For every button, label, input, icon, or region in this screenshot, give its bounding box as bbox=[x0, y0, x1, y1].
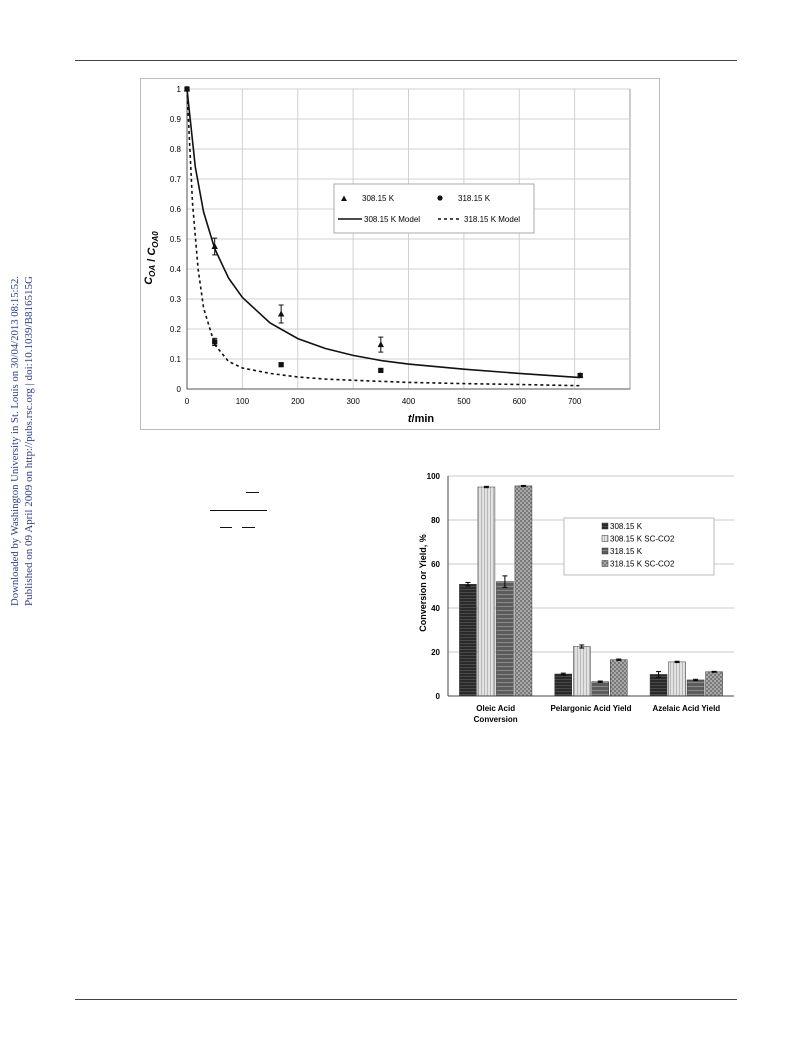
label-part: /min bbox=[412, 413, 435, 425]
legend-box bbox=[333, 183, 535, 234]
x-category-label: Pelargonic Acid Yield bbox=[550, 704, 631, 713]
y-tick-label: 80 bbox=[431, 516, 440, 525]
legend-swatch bbox=[601, 535, 609, 542]
bar bbox=[668, 661, 686, 697]
chart-legend: 308.15 K 308.15 K SC-CO2 318.15 K 318.15 K … bbox=[563, 517, 715, 576]
label-part: t bbox=[408, 413, 413, 425]
legend-label: 308.15 K bbox=[362, 194, 395, 203]
y-tick-label: 0.1 bbox=[170, 355, 182, 364]
y-tick-label: 60 bbox=[431, 560, 440, 569]
bottom-rule bbox=[75, 999, 737, 1000]
label-subscript: OA0 bbox=[151, 231, 160, 248]
model-curve bbox=[186, 88, 581, 379]
chart-legend: 308.15 K 318.15 K 308.15 K Model 318.15 K M… bbox=[333, 183, 535, 234]
x-tick-label: 200 bbox=[291, 397, 305, 406]
x-tick-label: 100 bbox=[236, 397, 250, 406]
data-point-triangle bbox=[377, 341, 385, 348]
y-tick-label: 100 bbox=[427, 472, 441, 481]
label-slash: / bbox=[146, 256, 158, 265]
model-curve bbox=[186, 88, 581, 387]
legend-swatch bbox=[601, 522, 609, 530]
chart-axes: 0 20 40 60 80 100 Oleic Acid Conversion Pelargon… bbox=[427, 472, 734, 724]
figure-1-kinetics-chart: 0 0.1 0.2 0.3 0.4 0.5 0.6 0.7 0.8 0.9 1 0 100 200 300 4… bbox=[140, 78, 660, 430]
y-tick-label: 40 bbox=[431, 604, 440, 613]
x-tick-label: 400 bbox=[402, 397, 416, 406]
bar bbox=[459, 583, 477, 697]
label-part: C bbox=[146, 247, 158, 256]
chart-grid bbox=[186, 88, 631, 390]
legend-box bbox=[563, 517, 715, 576]
legend-label: 318.15 K bbox=[458, 194, 491, 203]
data-point-square bbox=[212, 339, 218, 345]
x-category-label: Azelaic Acid Yield bbox=[652, 704, 720, 713]
watermark-line-1: Downloaded by Washington University in S… bbox=[10, 276, 21, 606]
data-point-square bbox=[378, 367, 384, 373]
x-tick-label: 600 bbox=[513, 397, 527, 406]
top-rule bbox=[75, 60, 737, 61]
bar bbox=[610, 659, 628, 697]
y-tick-label: 0.3 bbox=[170, 295, 182, 304]
bar bbox=[573, 646, 591, 697]
x-category-label: Oleic Acid bbox=[476, 704, 515, 713]
bar bbox=[686, 679, 705, 697]
y-tick-label: 0.7 bbox=[170, 175, 182, 184]
data-point-square bbox=[278, 362, 284, 368]
label-subscript: OA bbox=[148, 265, 157, 277]
x-category-label: Conversion bbox=[474, 715, 518, 724]
y-axis-label: Conversion or Yield, % bbox=[418, 534, 428, 632]
y-tick-label: 0.4 bbox=[170, 265, 182, 274]
legend-label: 318.15 K bbox=[610, 547, 643, 556]
data-point-square bbox=[577, 372, 583, 379]
data-point-square bbox=[184, 86, 190, 92]
x-tick-label: 500 bbox=[457, 397, 471, 406]
data-point-triangle bbox=[211, 243, 218, 249]
x-axis-label: t/min bbox=[408, 413, 435, 425]
chart-axes: 0 0.1 0.2 0.3 0.4 0.5 0.6 0.7 0.8 0.9 1 0 100 200 300 4… bbox=[170, 85, 630, 406]
y-tick-label: 0.6 bbox=[170, 205, 182, 214]
y-tick-label: 0.8 bbox=[170, 145, 182, 154]
y-tick-label: 0.5 bbox=[170, 235, 182, 244]
bar bbox=[591, 681, 609, 697]
y-tick-label: 0 bbox=[436, 692, 441, 701]
y-tick-label: 0.9 bbox=[170, 115, 182, 124]
legend-label: 308.15 K SC-CO2 bbox=[610, 535, 675, 544]
bar bbox=[705, 671, 723, 697]
equation-overbar bbox=[242, 527, 255, 528]
y-tick-label: 1 bbox=[177, 85, 182, 94]
legend-label: 308.15 K Model bbox=[364, 215, 420, 224]
legend-swatch bbox=[601, 560, 609, 567]
data-point-triangle bbox=[277, 310, 285, 317]
legend-marker-triangle bbox=[341, 195, 347, 201]
y-tick-label: 0.2 bbox=[170, 325, 182, 334]
equation-fraction-bar bbox=[210, 510, 267, 511]
legend-label: 308.15 K bbox=[610, 522, 643, 531]
label-part: C bbox=[143, 276, 155, 285]
watermark-line-2: Published on 09 April 2009 on http://pub… bbox=[24, 276, 35, 606]
side-watermark: Downloaded by Washington University in S… bbox=[10, 276, 35, 606]
chart-series bbox=[183, 85, 584, 387]
bar bbox=[514, 485, 533, 697]
x-tick-label: 0 bbox=[185, 397, 190, 406]
legend-label: 318.15 K Model bbox=[464, 215, 520, 224]
chart-bars bbox=[459, 484, 723, 697]
y-tick-label: 20 bbox=[431, 648, 440, 657]
bar bbox=[554, 673, 572, 697]
equation-overbar bbox=[220, 527, 232, 528]
legend-swatch bbox=[601, 547, 609, 555]
bar bbox=[496, 581, 514, 697]
y-axis-label: COA / COA0 bbox=[143, 231, 160, 285]
legend-marker-point bbox=[437, 195, 443, 201]
legend-label: 318.15 K SC-CO2 bbox=[610, 560, 675, 569]
equation-overbar bbox=[246, 492, 259, 493]
x-tick-label: 300 bbox=[346, 397, 360, 406]
x-tick-label: 700 bbox=[568, 397, 582, 406]
figure-2-bar-chart: 0 20 40 60 80 100 Oleic Acid Conversion Pelargon… bbox=[418, 472, 734, 724]
y-tick-label: 0 bbox=[177, 385, 182, 394]
bar bbox=[477, 486, 496, 697]
